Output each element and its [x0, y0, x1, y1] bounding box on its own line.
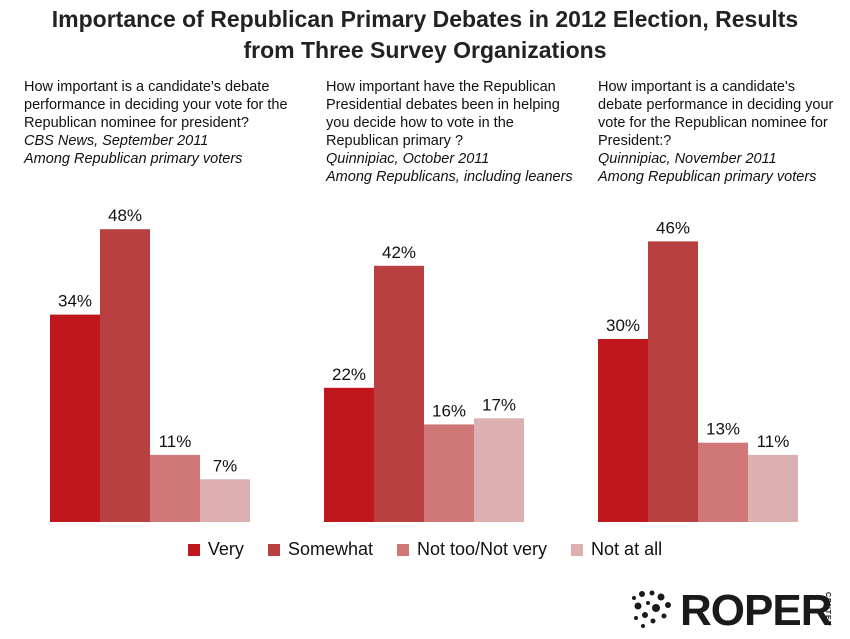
data-label-group-1-series-4: 7% — [213, 456, 238, 475]
bar-group-1-series-2 — [100, 229, 150, 522]
bar-group-3-series-4 — [748, 454, 798, 522]
panel-2-question: How important have the Republican Presid… — [326, 78, 586, 186]
data-label-group-2-series-3: 16% — [432, 401, 466, 420]
data-label-group-3-series-2: 46% — [656, 218, 690, 237]
bar-group-3-series-3 — [698, 442, 748, 522]
logo-text: ROPER — [680, 586, 832, 635]
panel-3-population: Among Republican primary voters — [598, 169, 817, 185]
data-label-group-3-series-1: 30% — [606, 316, 640, 335]
panel-2-question-text: How important have the Republican Presid… — [326, 79, 560, 149]
bar-group-1-series-1 — [50, 314, 100, 522]
bar-group-2-series-4 — [474, 418, 524, 522]
legend: Very Somewhat Not too/Not very Not at al… — [0, 539, 850, 560]
bar-group-2-series-1 — [324, 387, 374, 522]
panel-2-source: Quinnipiac, October 2011 — [326, 151, 490, 167]
legend-label-very: Very — [207, 539, 244, 559]
legend-swatch-very — [187, 543, 200, 556]
panel-1-question: How important is a candidate's debate pe… — [24, 78, 294, 168]
chart-title-line-2: from Three Survey Organizations — [243, 37, 607, 63]
data-label-group-2-series-2: 42% — [382, 243, 416, 262]
data-label-group-1-series-3: 11% — [159, 432, 192, 451]
chart-title: Importance of Republican Primary Debates… — [0, 4, 850, 66]
panel-1-source: CBS News, September 2011 — [24, 133, 209, 149]
bar-group-2-series-2 — [374, 265, 424, 522]
legend-item-not-too: Not too/Not very — [396, 539, 548, 560]
data-label-group-1-series-2: 48% — [108, 206, 142, 225]
data-label-group-2-series-1: 22% — [332, 365, 366, 384]
legend-swatch-somewhat — [267, 543, 280, 556]
panel-3-question: How important is a candidate's debate pe… — [598, 78, 843, 186]
legend-item-somewhat: Somewhat — [267, 539, 373, 560]
legend-item-not-at-all: Not at all — [571, 539, 662, 560]
panel-3-source: Quinnipiac, November 2011 — [598, 151, 777, 167]
bar-group-3-series-1 — [598, 339, 648, 522]
bar-group-2-series-3 — [424, 424, 474, 522]
logo-subtext: CENTER — [824, 592, 831, 627]
roper-center-logo: ROPER CENTER — [628, 588, 844, 634]
bar-group-1-series-4 — [200, 479, 250, 522]
data-label-group-2-series-4: 17% — [482, 395, 516, 414]
panel-1-population: Among Republican primary voters — [24, 151, 243, 167]
legend-item-very: Very — [187, 539, 244, 560]
bar-group-3-series-2 — [648, 241, 698, 522]
panel-2-population: Among Republicans, including leaners — [326, 169, 573, 185]
data-label-group-3-series-3: 13% — [706, 420, 740, 439]
roper-dots-icon — [632, 590, 671, 628]
legend-label-not-too: Not too/Not very — [416, 539, 548, 559]
legend-swatch-not-too — [396, 543, 409, 556]
legend-swatch-not-at-all — [571, 543, 584, 556]
legend-label-not-at-all: Not at all — [591, 539, 663, 559]
data-label-group-3-series-4: 11% — [757, 432, 790, 451]
legend-label-somewhat: Somewhat — [287, 539, 373, 559]
data-label-group-1-series-1: 34% — [58, 292, 92, 311]
panel-1-question-text: How important is a candidate's debate pe… — [24, 79, 288, 131]
chart-title-line-1: Importance of Republican Primary Debates… — [51, 6, 799, 32]
panel-3-question-text: How important is a candidate's debate pe… — [598, 79, 834, 149]
bar-group-1-series-3 — [150, 454, 200, 522]
